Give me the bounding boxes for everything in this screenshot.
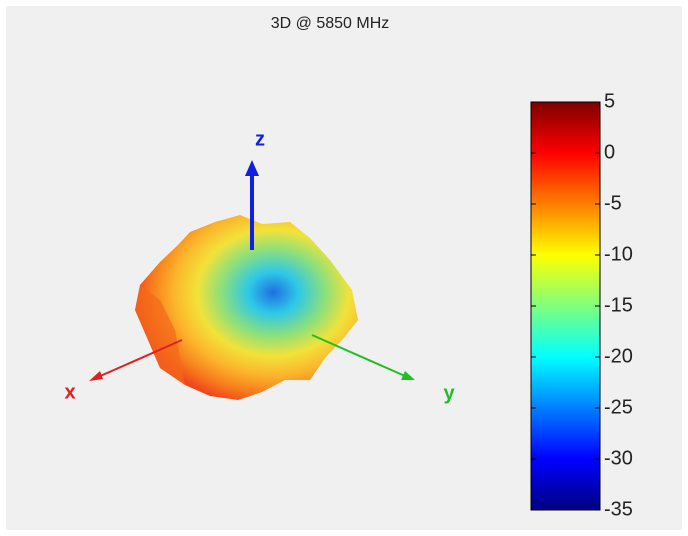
x-arrowhead bbox=[89, 371, 103, 381]
y-arrowhead bbox=[401, 371, 415, 380]
x-label: x bbox=[64, 381, 75, 403]
z-arrowhead bbox=[245, 160, 259, 176]
colorbar-tick-label: -10 bbox=[604, 243, 633, 265]
chart-title: 3D @ 5850 MHz bbox=[271, 15, 390, 32]
colorbar-tick-label: -20 bbox=[604, 345, 633, 367]
pattern-blob bbox=[135, 215, 358, 400]
y-label: y bbox=[443, 382, 455, 404]
z-label: z bbox=[255, 128, 265, 150]
y-axis bbox=[311, 334, 406, 377]
colorbar-tick-label: -30 bbox=[604, 447, 633, 469]
pattern-surface bbox=[135, 215, 358, 400]
colorbar-tick-label: 5 bbox=[604, 90, 615, 112]
pattern-shade bbox=[135, 285, 185, 385]
colorbar bbox=[530, 101, 601, 511]
colorbar-tick-label: -15 bbox=[604, 294, 633, 316]
x-axis bbox=[97, 339, 183, 378]
colorbar-tick-label: 0 bbox=[604, 141, 615, 163]
colorbar-tick-label: -35 bbox=[604, 498, 633, 520]
colorbar-tick-label: -25 bbox=[604, 396, 633, 418]
axis-arrows: z x y bbox=[64, 128, 455, 404]
colorbar-tick-label: -5 bbox=[604, 192, 622, 214]
